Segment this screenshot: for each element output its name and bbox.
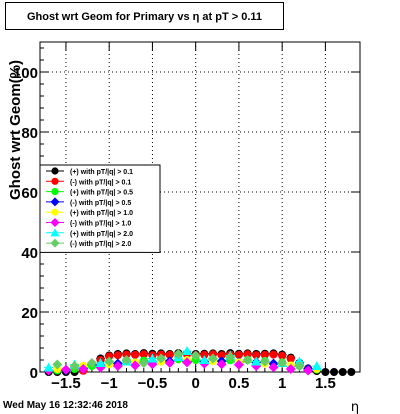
x-tick-label: 0: [192, 375, 200, 392]
chart-title: Ghost wrt Geom for Primary vs η at pT > …: [5, 2, 284, 30]
x-tick-label: −1: [101, 375, 118, 392]
data-point: [321, 368, 330, 376]
data-point: [259, 356, 270, 367]
data-point: [190, 350, 201, 361]
legend-label: (+) with pT/|q| > 0.1: [70, 169, 133, 176]
data-point: [277, 358, 288, 368]
data-point: [60, 364, 71, 375]
y-tick-label: 40: [21, 245, 38, 262]
data-point: [105, 352, 114, 361]
x-tick-label: 1: [278, 375, 286, 392]
legend-marker: [50, 228, 60, 237]
data-point: [286, 354, 295, 363]
data-point: [330, 368, 339, 376]
data-point: [243, 350, 252, 359]
x-tick-label: −0.5: [138, 375, 168, 392]
data-point: [278, 351, 287, 360]
legend-marker: [50, 218, 60, 227]
y-tick-label: 20: [21, 305, 38, 322]
data-point: [260, 350, 269, 359]
x-tick-label: 1.5: [315, 375, 336, 392]
legend-marker: [50, 197, 60, 207]
data-point: [251, 356, 262, 366]
data-point: [199, 355, 210, 364]
legend-marker: [50, 238, 60, 248]
y-tick-label: 100: [13, 65, 38, 82]
data-point: [182, 357, 193, 368]
data-point: [138, 358, 149, 368]
data-point: [233, 359, 244, 370]
data-point: [269, 350, 278, 359]
data-point: [303, 365, 314, 376]
data-point: [347, 368, 356, 376]
data-point: [173, 349, 184, 359]
legend-label: (+) with pT/|q| > 2.0: [70, 231, 133, 238]
data-point: [113, 351, 122, 360]
data-point: [52, 359, 63, 370]
data-point: [86, 358, 97, 368]
x-tick-label: −1.5: [51, 375, 81, 392]
legend-label: (-) with pT/|q| > 0.1: [70, 179, 131, 186]
legend-label: (-) with pT/|q| > 2.0: [70, 241, 131, 248]
data-point: [131, 350, 140, 359]
data-point: [104, 356, 115, 367]
x-axis-label: η: [351, 400, 359, 414]
y-axis-label: Ghost wrt Geom(%): [7, 60, 24, 200]
legend-label: (-) with pT/|q| > 1.0: [70, 221, 131, 228]
data-point: [285, 364, 296, 374]
legend-label: (+) with pT/|q| > 0.5: [70, 190, 133, 197]
data-point: [294, 361, 305, 371]
data-point: [122, 350, 131, 359]
data-point: [225, 352, 236, 362]
data-point: [147, 353, 158, 363]
data-point: [182, 346, 193, 355]
data-point: [338, 368, 347, 376]
data-points: [43, 346, 356, 376]
data-point: [268, 362, 279, 373]
data-point: [217, 351, 226, 360]
data-point: [234, 350, 243, 359]
data-point: [216, 359, 227, 370]
data-point: [252, 351, 261, 360]
x-tick-label: 0.5: [228, 375, 249, 392]
data-point: [164, 358, 175, 368]
footer-datetime: Wed May 16 12:32:46 2018: [3, 400, 128, 411]
data-point: [78, 364, 89, 374]
data-point: [130, 360, 141, 371]
data-point: [139, 350, 148, 359]
data-point: [95, 358, 106, 367]
axes: −1.5 −1 −0.5 0 0.5 1 1.5 0 20 40 60 80 100: [13, 42, 361, 392]
data-point: [121, 355, 132, 365]
data-point: [207, 353, 218, 364]
legend-marker: [51, 177, 59, 185]
y-tick-label: 0: [30, 365, 38, 382]
data-point: [311, 361, 322, 370]
data-point: [242, 355, 253, 365]
legend-box: [39, 164, 161, 253]
data-point: [165, 350, 174, 359]
legend-label: (-) with pT/|q| > 0.5: [70, 200, 131, 207]
legend-marker: [51, 188, 59, 196]
y-tick-label: 60: [21, 185, 38, 202]
data-point: [43, 362, 54, 372]
legend: (+) with pT/|q| > 0.1 (-) with pT/|q| > 0…: [39, 164, 161, 253]
data-point: [69, 361, 80, 371]
data-point: [200, 350, 209, 359]
data-point: [112, 361, 123, 371]
y-tick-label: 80: [21, 125, 38, 142]
legend-marker: [51, 208, 59, 216]
legend-marker: [51, 167, 59, 175]
legend-label: (+) with pT/|q| > 1.0: [70, 210, 133, 217]
data-point: [156, 353, 167, 364]
